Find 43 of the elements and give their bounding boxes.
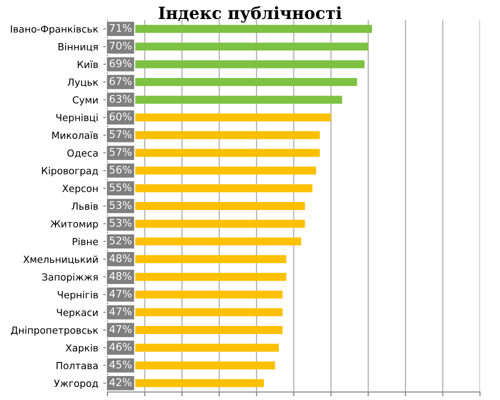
y-tick-label: Луцьк xyxy=(68,78,98,88)
data-label: 47% xyxy=(109,325,132,334)
y-tick-label: Вінниця xyxy=(58,42,98,52)
data-label: 60% xyxy=(110,112,132,120)
data-label: 47% xyxy=(109,307,132,316)
y-tick-label: Чернівці xyxy=(56,114,98,124)
data-label: 53% xyxy=(110,218,132,227)
chart-title: Індекс публічності xyxy=(158,6,342,23)
y-tick-label: Херсон xyxy=(62,184,98,194)
data-label: 47% xyxy=(109,290,132,298)
data-label: 63% xyxy=(110,94,132,103)
y-tick-label: Кіровоград xyxy=(42,166,98,176)
y-tick-label: Полтава xyxy=(56,362,98,370)
data-label: 70% xyxy=(110,42,132,50)
data-label: 46% xyxy=(109,342,132,351)
data-label: 57% xyxy=(110,130,132,138)
y-tick-label: Одеса xyxy=(67,149,98,158)
data-label: 53% xyxy=(110,201,132,210)
y-tick-label: Хмельницький xyxy=(23,255,98,264)
data-label: 55% xyxy=(110,183,132,192)
y-tick-label: Ужгород xyxy=(54,380,98,389)
y-tick-label: Черкаси xyxy=(56,308,98,318)
y-tick-label: Дніпропетровськ xyxy=(11,326,98,336)
y-tick-label: Житомир xyxy=(50,220,98,230)
y-tick-label: Київ xyxy=(78,60,98,68)
y-tick-label: Миколаїв xyxy=(52,131,98,139)
y-tick-label: Львів xyxy=(72,202,98,210)
y-tick-label: Запоріжжя xyxy=(42,273,98,283)
y-tick-label: Рівне xyxy=(72,238,98,246)
data-label: 71% xyxy=(110,24,132,32)
y-tick-label: Чернігів xyxy=(58,290,98,300)
data-label: 45% xyxy=(109,360,132,368)
y-tick-label: Суми xyxy=(72,96,98,106)
data-label: 69% xyxy=(110,59,132,68)
data-label: 67% xyxy=(110,77,132,86)
data-label: 42% xyxy=(109,378,132,386)
data-label: 48% xyxy=(109,254,132,262)
data-label: 52% xyxy=(110,236,132,244)
y-tick-label: Харків xyxy=(66,344,98,354)
y-tick-label: Івано-Франківськ xyxy=(10,25,98,35)
data-label: 56% xyxy=(110,166,132,174)
data-label: 48% xyxy=(109,272,132,280)
data-label: 57% xyxy=(110,148,132,156)
